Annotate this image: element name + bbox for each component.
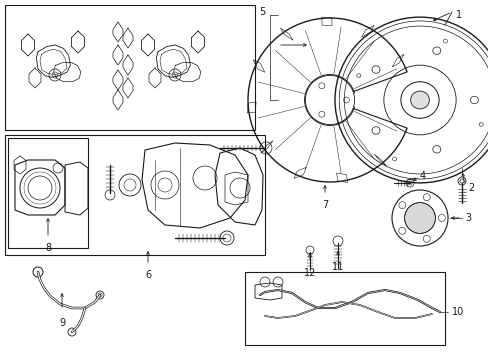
Text: 10: 10 [451,307,463,317]
Text: 7: 7 [321,200,327,210]
Circle shape [404,203,434,233]
Text: 9: 9 [59,318,65,328]
Text: 5: 5 [258,7,264,17]
Text: 4: 4 [419,171,425,181]
Bar [8,138,88,248]
Ellipse shape [410,91,428,109]
Text: 11: 11 [331,262,344,272]
Bar [5,135,264,255]
Bar [5,5,254,130]
Bar [244,272,444,345]
Text: 2: 2 [467,183,473,193]
Text: 1: 1 [455,10,461,20]
Text: 6: 6 [144,270,151,280]
Text: 8: 8 [45,243,51,253]
Text: 12: 12 [303,268,316,278]
Text: 3: 3 [464,213,470,223]
